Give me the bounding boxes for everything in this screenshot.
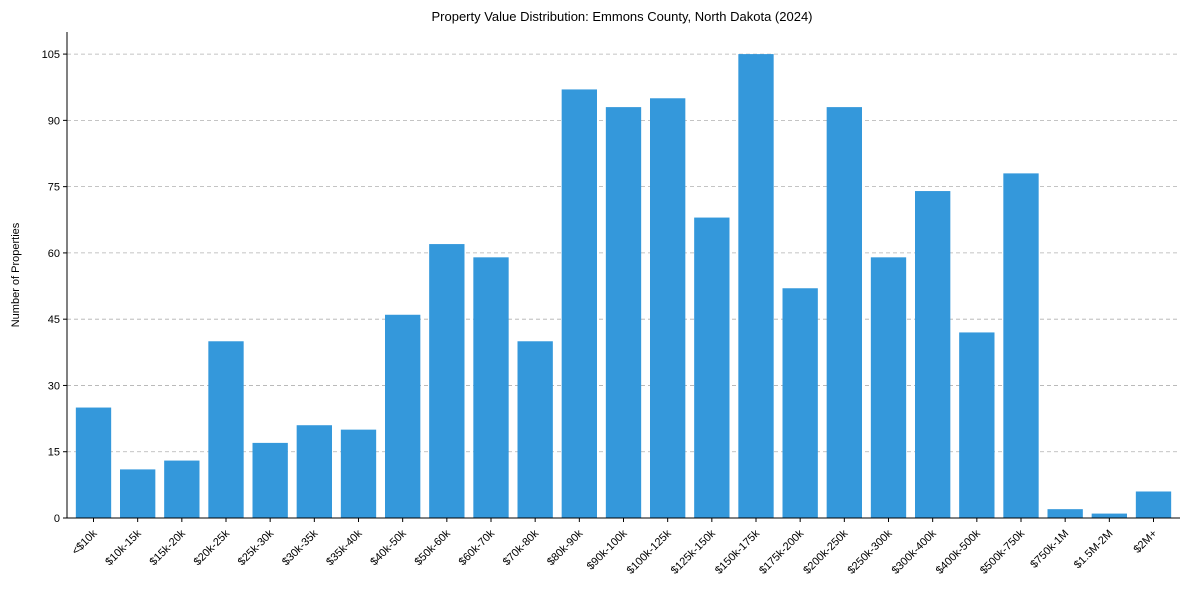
bar [738,54,774,518]
x-tick-label: $60k-70k [457,527,498,568]
chart-title: Property Value Distribution: Emmons Coun… [431,9,812,24]
x-tick-label: $125k-150k [669,527,718,576]
bar [473,257,509,518]
bar [120,469,156,518]
bar [429,244,465,518]
bar [1003,173,1039,518]
y-tick-label: 105 [42,49,60,61]
bar [782,288,818,518]
y-tick-label: 30 [48,380,60,392]
y-tick-label: 90 [48,115,60,127]
x-tick-label: $10k-15k [103,527,144,568]
bar [517,341,553,518]
bar [340,429,377,518]
x-tick-label: $300k-400k [890,527,939,576]
bars [75,54,1172,518]
x-tick-label: $25k-30k [236,527,277,568]
x-tick-label: $20k-25k [192,527,233,568]
x-tick-label: $2M+ [1131,528,1159,556]
x-tick-label: <$10k [70,527,100,557]
bar [694,217,730,518]
bar [252,442,288,518]
y-axis-label: Number of Properties [10,222,22,327]
x-tick-label: $400k-500k [934,527,983,576]
y-tick-label: 0 [54,513,60,525]
bar [915,191,951,518]
axes [63,32,1180,522]
bar [870,257,907,518]
x-tick-label: $90k-100k [585,527,630,572]
bar [561,89,597,518]
x-tick-label: $175k-200k [757,527,806,576]
bar [959,332,995,518]
x-tick-label: $150k-175k [713,527,762,576]
x-tick-label: $1.5M-2M [1072,528,1116,572]
x-tick-label: $100k-125k [625,527,674,576]
y-tick-label: 75 [48,182,60,194]
y-tick-label: 60 [48,248,60,260]
x-tick-label: $35k-40k [324,527,365,568]
bar [1047,509,1083,518]
x-tick-label: $30k-35k [280,527,321,568]
bar [826,107,862,518]
bar [605,107,642,518]
bar [1091,513,1127,518]
bar [296,425,332,518]
x-tick-label: $500k-750k [978,527,1027,576]
bar [385,314,421,518]
x-tick-label: $750k-1M [1028,528,1071,571]
y-tick-label: 45 [48,314,60,326]
x-tick-label: $70k-80k [501,527,542,568]
x-tick-label: $50k-60k [412,527,453,568]
bar [208,341,244,518]
y-tick-label: 15 [48,447,60,459]
x-tick-label: $250k-300k [845,527,894,576]
bar [1135,491,1172,518]
x-tick-label: $200k-250k [801,527,850,576]
bar [164,460,200,518]
bar [650,98,686,518]
x-tick-label: $40k-50k [368,527,409,568]
bar [75,407,112,518]
x-tick-label: $80k-90k [545,527,586,568]
x-tick-label: $15k-20k [147,527,188,568]
